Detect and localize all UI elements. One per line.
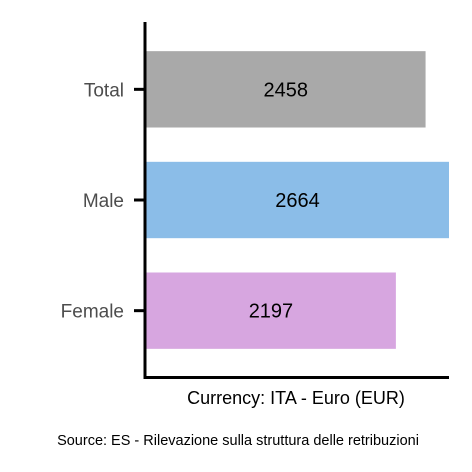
bar-female (146, 272, 396, 349)
x-axis-title: Currency: ITA - Euro (EUR) (187, 388, 405, 408)
category-label-female: Female (61, 302, 124, 323)
value-labels-layer: 2458 2664 2197 (249, 79, 320, 322)
bar-male (146, 161, 449, 239)
y-axis-ticks (134, 87, 145, 313)
bar-total (146, 51, 426, 128)
y-axis-tick-labels: Total Male Female (61, 80, 124, 322)
category-label-total: Total (84, 80, 124, 101)
category-label-male: Male (83, 191, 124, 212)
source-caption: Source: ES - Rilevazione sulla struttura… (57, 433, 419, 449)
bars-layer (146, 51, 449, 349)
value-label-total: 2458 (264, 79, 309, 101)
value-label-female: 2197 (249, 301, 294, 323)
value-label-male: 2664 (275, 190, 320, 212)
